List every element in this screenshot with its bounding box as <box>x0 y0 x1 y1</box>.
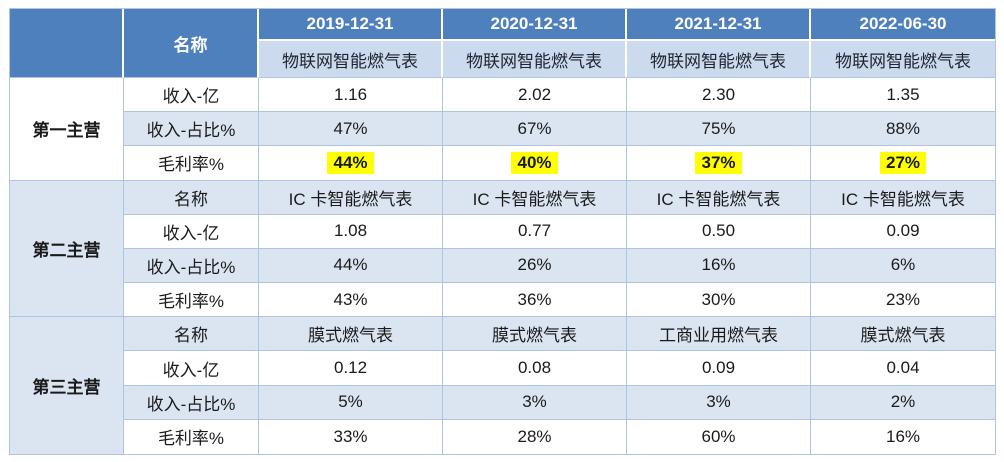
table-cell: 60% <box>627 419 811 454</box>
table-cell-highlighted: 37% <box>627 146 811 181</box>
highlight-value: 44% <box>327 151 374 174</box>
highlight-value: 37% <box>695 151 742 174</box>
table-cell: 16% <box>627 248 811 284</box>
table-cell: IC 卡智能燃气表 <box>811 180 995 215</box>
row-label: 收入-亿 <box>124 214 259 249</box>
row-label: 收入-亿 <box>124 78 259 113</box>
table-cell: 膜式燃气表 <box>259 317 443 352</box>
table-cell-highlighted: 44% <box>259 146 443 181</box>
table-cell: 44% <box>259 248 443 284</box>
row-label: 收入-亿 <box>124 351 259 386</box>
header-date-2020-12-31: 2020-12-31 <box>443 9 627 41</box>
row-label: 收入-占比% <box>124 385 259 420</box>
table-cell: 30% <box>627 283 811 318</box>
table-cell: 2.30 <box>627 78 811 113</box>
table-cell-highlighted: 27% <box>811 146 995 181</box>
table-cell: 1.08 <box>259 214 443 249</box>
row-label: 名称 <box>124 317 259 352</box>
table-cell: 75% <box>627 112 811 147</box>
table-cell-highlighted: 40% <box>443 146 627 181</box>
row-label: 收入-占比% <box>124 112 259 147</box>
highlight-value: 27% <box>879 151 927 174</box>
table-cell: 0.04 <box>811 351 995 386</box>
table-cell: 1.16 <box>259 78 443 113</box>
table-cell: 0.09 <box>811 215 995 249</box>
table-cell: 0.09 <box>627 351 811 386</box>
table-cell: 2.02 <box>443 78 627 113</box>
row-label: 毛利率% <box>124 419 259 454</box>
table-cell: 67% <box>443 112 627 147</box>
header-corner-cell <box>10 9 124 78</box>
table-cell: 5% <box>259 385 443 420</box>
table-cell: 36% <box>443 283 627 318</box>
table-cell: 16% <box>885 426 921 446</box>
table-cell: 43% <box>259 283 443 318</box>
table-cell: 3% <box>443 385 627 420</box>
table-cell: 47% <box>259 112 443 147</box>
row-label: 毛利率% <box>124 146 259 181</box>
table-cell: 工商业用燃气表 <box>627 317 811 352</box>
table-cell: 26% <box>443 248 627 284</box>
group-label-second: 第二主营 <box>10 180 124 318</box>
group-label-first: 第一主营 <box>10 78 124 181</box>
header-product-cell: 物联网智能燃气表 <box>627 41 811 78</box>
table-cell: 33% <box>259 419 443 454</box>
table-cell: 0.77 <box>443 214 627 249</box>
row-label: 毛利率% <box>124 283 259 318</box>
table-cell: 3% <box>627 385 811 420</box>
table-cell: IC 卡智能燃气表 <box>627 180 811 215</box>
header-name-label: 名称 <box>124 9 259 78</box>
header-product-cell: 物联网智能燃气表 <box>259 41 443 78</box>
header-date-2019-12-31: 2019-12-31 <box>259 9 443 41</box>
table-cell: IC 卡智能燃气表 <box>443 180 627 215</box>
header-date-2022-06-30: 2022-06-30 <box>811 9 995 41</box>
group-label-third: 第三主营 <box>10 317 124 454</box>
header-product-cell: 物联网智能燃气表 <box>811 41 995 78</box>
main-business-table: 名称 2019-12-31 2020-12-31 2021-12-31 2022… <box>9 8 996 455</box>
table-cell: 88% <box>811 112 995 147</box>
row-label: 名称 <box>124 180 259 215</box>
table-cell: 0.50 <box>627 214 811 249</box>
highlight-value: 40% <box>511 151 558 174</box>
table-cell: 2% <box>811 385 995 420</box>
table-cell: 28% <box>443 419 627 454</box>
header-date-2021-12-31: 2021-12-31 <box>627 9 811 41</box>
table-cell: 膜式燃气表 <box>443 317 627 352</box>
table-cell: 膜式燃气表 <box>811 317 995 352</box>
table-cell: IC 卡智能燃气表 <box>259 180 443 215</box>
header-product-cell: 物联网智能燃气表 <box>443 41 627 78</box>
table-cell: 23% <box>811 283 995 318</box>
table-cell: 1.35 <box>811 78 995 113</box>
row-label: 收入-占比% <box>124 248 259 284</box>
table-cell: 0.12 <box>259 351 443 386</box>
table-cell: 0.08 <box>443 351 627 386</box>
table-cell: 6% <box>811 248 995 284</box>
